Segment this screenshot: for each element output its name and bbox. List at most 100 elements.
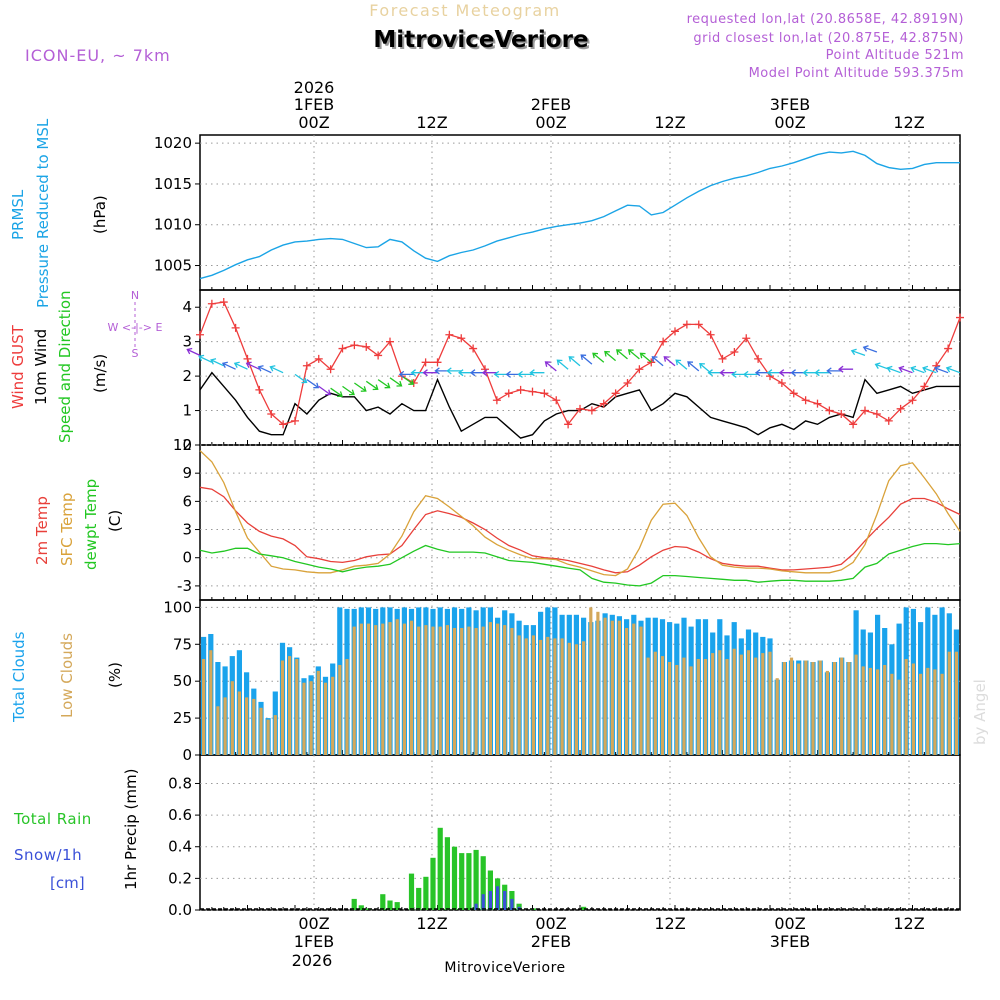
dewpt-line [199,542,961,587]
rain-bar [437,827,443,910]
gust-marker [576,404,584,413]
rain-bar [480,856,486,910]
rain-bar [430,857,436,910]
gust-marker [516,385,525,394]
lcc-bar [940,673,944,755]
gust-marker [504,389,513,398]
gust-marker [196,330,204,339]
wind-arrow [945,365,961,374]
y-tick-label: 0.6 [168,806,192,824]
lcc-bar [639,626,643,755]
gust-marker [754,354,763,363]
lcc-bar [438,626,442,755]
y-tick-label: 0 [182,549,192,567]
wind-arrow [446,367,462,375]
lcc-bar [718,650,722,755]
lcc-bar [660,656,665,755]
snow-bar [474,903,478,910]
bottom-day-label: 2FEB [531,932,571,951]
dewpt-label: dewpt Temp [82,479,100,570]
wind-arrow [651,356,664,367]
lcc-bar [897,679,901,755]
bottom-day-label: 3FEB [770,932,810,951]
lcc-bar [202,659,206,755]
wind-arrow [398,370,414,378]
gust-marker [302,361,311,370]
lcc-bar [288,656,292,755]
pct-label: (%) [106,662,124,688]
lcc-bar [209,650,213,755]
wind-arrow [318,385,332,396]
t2m-line [199,486,961,574]
y-tick-label: 12 [173,436,192,454]
snow-bar [510,898,514,910]
gust-marker [944,344,953,353]
lcc-bar [460,628,464,755]
rain-bar [581,906,587,910]
station-shadow: MitroviceVeriore [375,29,590,55]
compass-n: N [131,289,139,302]
gust-marker [611,389,620,398]
lcc-bar [703,659,708,755]
gust-marker [730,348,739,356]
gust-marker [884,416,893,425]
lcc-bar [625,628,629,755]
lcc-bar [266,719,270,755]
lcc-bar [746,650,751,755]
precip-labels: Total Rain Snow/1h [cm] 1hr Precip (mm) [13,769,140,892]
lcc-bar [374,625,378,755]
lcc-bar [445,625,449,755]
panel-w: 0 1 2 3 4 [182,289,961,454]
rain-bar [423,876,429,910]
bottom-station: MitroviceVeriore [444,960,565,976]
lcc-bar [653,651,657,755]
lcc-bar [610,620,614,755]
wind-arrow [580,354,593,365]
lcc-bar [345,659,349,755]
winddir-label: Speed and Direction [56,290,74,443]
rain-bar [459,853,465,910]
lcc-bar [338,665,342,755]
y-tick-label: 0.2 [168,869,192,887]
lcc-bar [890,673,894,755]
snow-bar [503,891,507,910]
lcc-bar [911,663,915,755]
lcc-bar [603,617,607,755]
wind-arrow [699,363,712,374]
gust-marker [314,354,323,363]
gust-marker [908,396,917,405]
wind-arrow [354,382,367,392]
wind-arrow [826,367,842,375]
lcc-bar [452,628,457,755]
gust-marker [433,358,442,367]
ms-label: (m/s) [91,354,109,393]
lcc-bar [632,623,636,755]
wind-arrow [592,352,605,363]
lcc-bar [524,638,528,755]
lcc-bar [252,698,256,755]
y-tick-label: 0.0 [168,901,192,919]
wind-arrow [933,365,949,374]
y-tick-label: 0.4 [168,838,192,856]
gust-marker [635,365,644,374]
wind-arrow [544,361,557,372]
panel-r: 0.0 0.2 0.4 0.6 0.8 [168,754,961,919]
wind-arrow [257,365,272,374]
y-tick-label: 6 [182,492,192,510]
lcc-bar [818,660,822,755]
gust-marker [659,337,668,346]
y-tick-label: 75 [173,635,192,653]
requested-lonlat: requested lon,lat (20.8658E, 42.8919N) [687,12,964,27]
gust-marker [445,330,454,339]
y-tick-label: 0.8 [168,774,192,792]
gust-marker [872,410,881,418]
lcc-bar [409,620,414,755]
wind-arrow [269,365,284,374]
pressure-labels: PRMSL Pressure Reduced to MSL (hPa) [9,118,109,308]
rain-bar [351,898,357,910]
gust-marker [421,358,430,367]
panel-t: -3 0 3 6 9 12 [173,436,961,601]
lcc-bar [825,670,829,755]
lcc-bar [488,622,492,755]
